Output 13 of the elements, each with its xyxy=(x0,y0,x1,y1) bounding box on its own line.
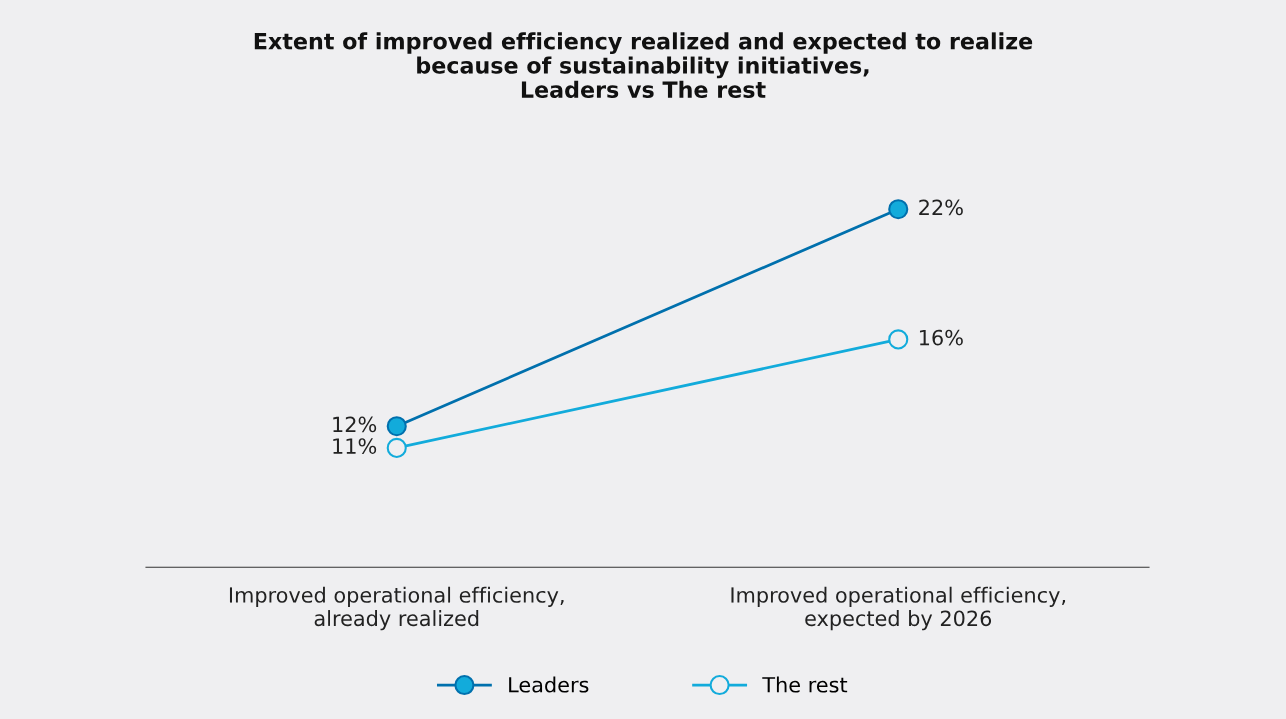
point xyxy=(386,416,407,437)
point xyxy=(888,329,909,350)
data-label: 12% xyxy=(333,416,377,433)
x-tick-label: Improved operational efficiency, expected by 2026 xyxy=(731,586,1066,631)
data-label: 11% xyxy=(333,438,377,454)
legend-label: Leaders xyxy=(509,676,589,693)
point xyxy=(888,199,909,220)
x-tick-label: Improved operational efficiency, already realized xyxy=(229,586,564,631)
point xyxy=(386,437,407,459)
chart-title: Extent of improved efficiency realized and expected to realize because of sustainability initiatives, Leaders vs The rest xyxy=(254,32,1033,98)
data-label: 16% xyxy=(919,329,963,346)
legend-label: The rest xyxy=(762,676,848,693)
data-label: 22% xyxy=(919,199,963,216)
